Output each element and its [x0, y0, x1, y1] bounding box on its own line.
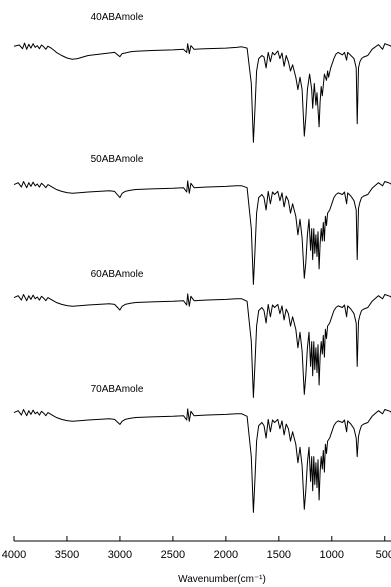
x-tick-label: 3000: [108, 549, 132, 561]
series-70ABAmole: 70ABAmole: [13, 384, 391, 513]
series-40ABAmole: 40ABAmole: [13, 12, 391, 143]
series-50ABAmole: 50ABAmole: [13, 154, 391, 285]
x-tick-label: 4000: [2, 549, 26, 561]
x-tick-label: 2000: [214, 549, 238, 561]
x-axis: 4000 3500 3000 2500 2000 1500 1000 500: [2, 536, 391, 561]
series-label: 60ABAmole: [91, 269, 144, 280]
series-layer: 40ABAmole 50ABAmole 60ABAmole 70ABAmole: [13, 12, 391, 513]
series-60ABAmole: 60ABAmole: [13, 269, 391, 398]
series-label: 40ABAmole: [91, 12, 144, 23]
series-line: [13, 408, 391, 513]
series-line: [13, 180, 391, 285]
x-tick-label: 2500: [161, 549, 185, 561]
x-tick-label: 500: [376, 549, 391, 561]
x-tick-label: 1500: [267, 549, 291, 561]
series-label: 70ABAmole: [91, 384, 144, 395]
series-line: [13, 293, 391, 398]
x-tick-label: 3500: [55, 549, 79, 561]
series-label: 50ABAmole: [91, 154, 144, 165]
x-axis-title: Wavenumber(cm⁻¹): [178, 574, 266, 585]
x-tick-label: 1000: [320, 549, 344, 561]
series-line: [13, 42, 391, 143]
